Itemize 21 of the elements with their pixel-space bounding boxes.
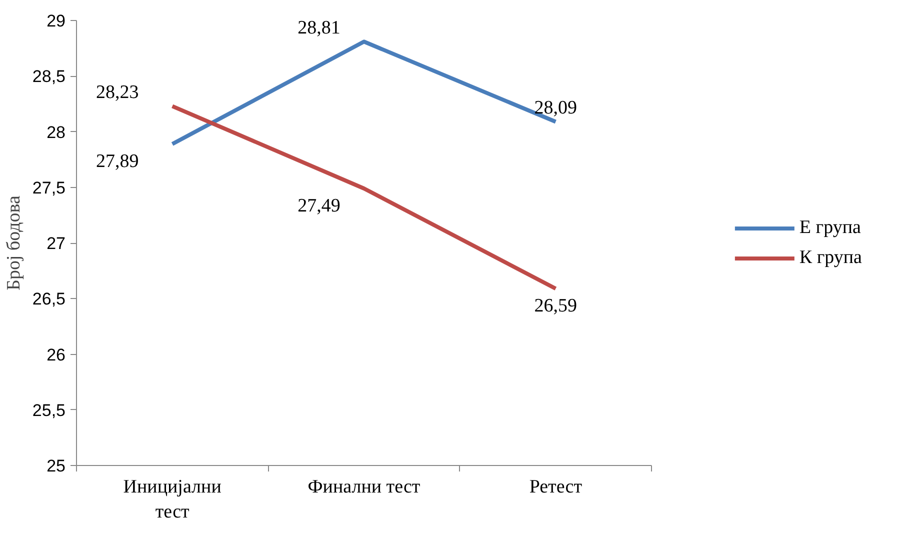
y-tick-label: 26,5	[32, 290, 66, 309]
data-label: 27,89	[96, 150, 139, 172]
y-tick-label: 28	[46, 122, 66, 142]
data-label: 28,09	[534, 98, 578, 119]
y-tick-label: 28,5	[32, 67, 66, 86]
legend-label: К група	[799, 246, 862, 268]
data-label: 26,59	[534, 296, 578, 317]
data-label: 28,23	[96, 82, 139, 104]
data-label: 28,81	[298, 18, 340, 39]
y-tick-label: 29	[46, 12, 66, 30]
data-label: 27,49	[298, 195, 340, 216]
y-axis-title: Број бодова	[3, 194, 24, 290]
y-tick-label: 26	[46, 345, 66, 364]
x-tick-label: Финални тест	[308, 476, 421, 498]
x-tick-label: Иницијални тест	[123, 476, 222, 523]
x-tick-label: Ретест	[529, 476, 583, 498]
y-tick-label: 25,5	[32, 400, 66, 420]
y-tick-label: 27,5	[32, 178, 66, 198]
legend-label: Е група	[799, 216, 861, 238]
y-tick-label: 27	[46, 234, 66, 253]
y-tick-label: 25	[46, 456, 66, 476]
